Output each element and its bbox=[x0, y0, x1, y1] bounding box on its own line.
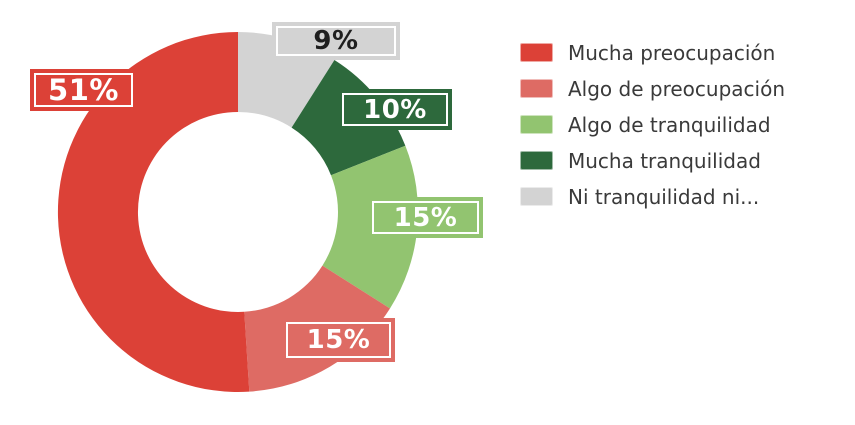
legend-label: Ni tranquilidad ni... bbox=[568, 184, 760, 209]
legend-label: Algo de tranquilidad bbox=[568, 112, 771, 137]
legend-swatch-ni-tranquilidad-ni bbox=[520, 187, 553, 206]
legend-item-mucha-tranquilidad: Mucha tranquilidad bbox=[520, 148, 785, 173]
legend-swatch-algo-de-tranquilidad bbox=[520, 115, 553, 134]
legend-item-mucha-preocupacion: Mucha preocupación bbox=[520, 40, 785, 65]
slice-callout-ni-tranquilidad-ni: 9% bbox=[276, 26, 396, 56]
slice-callout-mucha-tranquilidad: 10% bbox=[342, 93, 448, 126]
donut-slice-2 bbox=[322, 145, 419, 309]
legend-item-algo-de-tranquilidad: Algo de tranquilidad bbox=[520, 112, 785, 137]
legend-swatch-mucha-tranquilidad bbox=[520, 151, 553, 170]
legend-item-algo-de-preocupacion: Algo de preocupación bbox=[520, 76, 785, 101]
legend-label: Mucha tranquilidad bbox=[568, 148, 761, 173]
legend-label: Mucha preocupación bbox=[568, 40, 776, 65]
slice-callout-mucha-preocupacion: 51% bbox=[34, 73, 133, 107]
slice-callout-algo-de-preocupacion: 15% bbox=[286, 322, 391, 358]
slice-callout-algo-de-tranquilidad: 15% bbox=[372, 201, 479, 234]
legend: Mucha preocupación Algo de preocupación … bbox=[520, 40, 785, 223]
legend-swatch-mucha-preocupacion bbox=[520, 43, 553, 62]
legend-swatch-algo-de-preocupacion bbox=[520, 79, 553, 98]
legend-label: Algo de preocupación bbox=[568, 76, 785, 101]
legend-item-ni-tranquilidad-ni: Ni tranquilidad ni... bbox=[520, 184, 785, 209]
donut-slice-0 bbox=[57, 31, 250, 392]
